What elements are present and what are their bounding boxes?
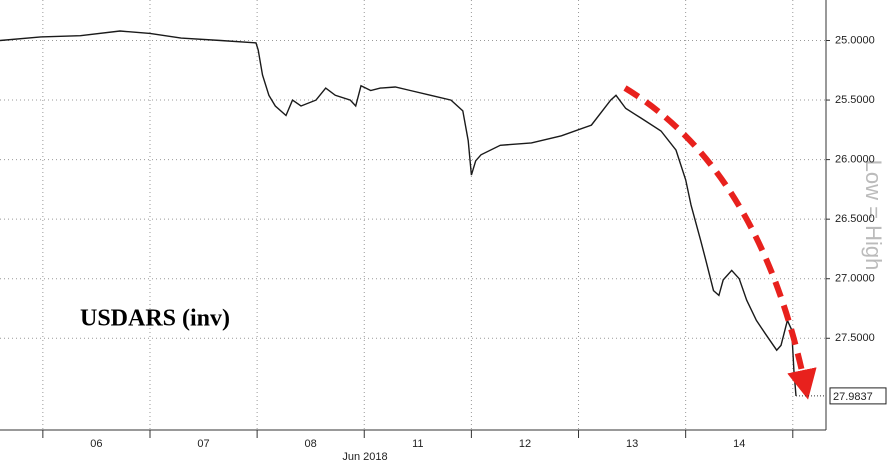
y-tick-label: 27.0000 xyxy=(835,273,875,285)
y-tick-label: 25.5000 xyxy=(835,94,875,106)
last-value-box xyxy=(829,387,887,405)
x-tick-label: 06 xyxy=(90,438,102,450)
x-axis-label: Jun 2018 xyxy=(342,451,387,463)
chart-title: USDARS (inv) xyxy=(80,306,230,332)
x-tick-label: 07 xyxy=(197,438,209,450)
price-line xyxy=(0,30,797,396)
last-value-label: 27.9837 xyxy=(833,391,873,403)
y-tick-label: 26.5000 xyxy=(835,213,875,225)
x-tick-label: 11 xyxy=(412,438,423,450)
y-tick-label: 27.5000 xyxy=(835,332,875,344)
annotation: Low = High xyxy=(861,160,886,271)
x-tick-label: 13 xyxy=(626,438,638,450)
y-tick-label: 25.0000 xyxy=(835,34,875,46)
x-tick-label: 08 xyxy=(305,438,317,450)
y-tick-label: 26.0000 xyxy=(835,154,875,166)
x-tick-label: 12 xyxy=(519,438,531,450)
trend-arrow xyxy=(623,85,817,400)
x-tick-label: 14 xyxy=(733,438,745,450)
